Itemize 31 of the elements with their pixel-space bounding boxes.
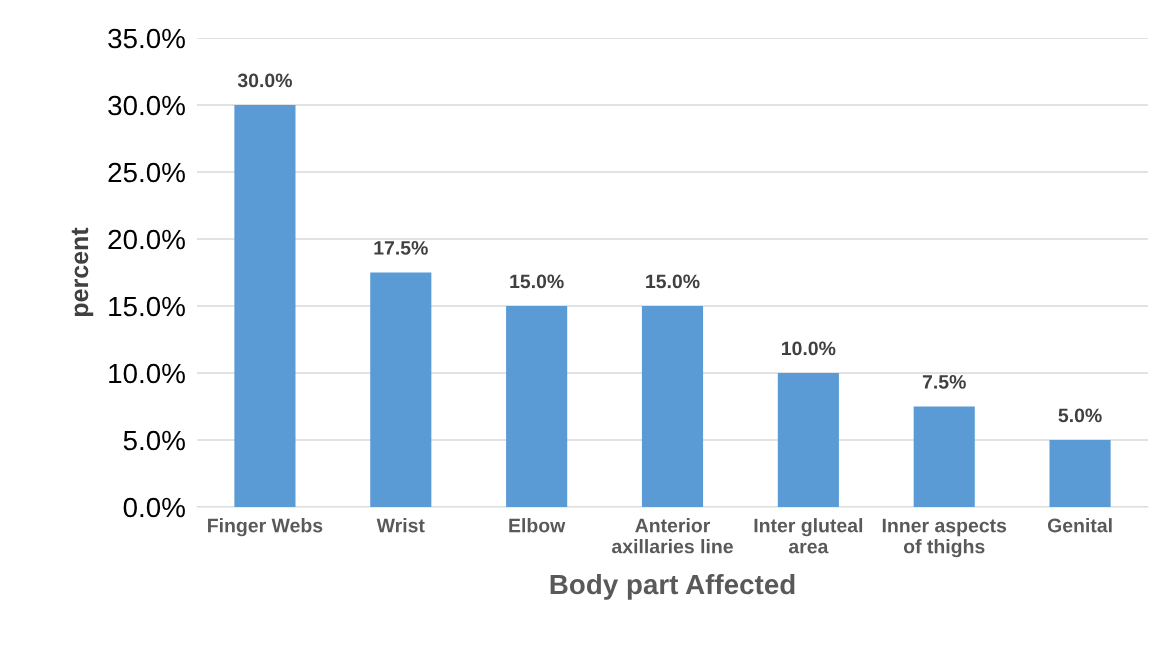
data-label: 7.5% (922, 375, 966, 389)
data-label: 15.0% (646, 274, 700, 289)
y-tick-label: 20.0% (108, 229, 185, 250)
y-tick-label: 25.0% (108, 162, 185, 183)
data-label: 15.0% (510, 274, 564, 289)
y-tick-label: 35.0% (108, 28, 185, 49)
bar (913, 406, 975, 507)
bar (777, 373, 839, 507)
y-tick-label: 0.0% (123, 497, 185, 518)
x-tick-label: Finger Webs (208, 518, 323, 537)
y-axis-title: percent (71, 227, 94, 316)
bar (370, 272, 432, 507)
x-axis-title: Body part Affected (550, 573, 795, 600)
data-label: 17.5% (374, 241, 428, 255)
x-tick-label: Genital (1047, 518, 1112, 533)
bar (641, 306, 704, 507)
x-tick-label: Inter gluteal area (754, 518, 863, 554)
data-label: 10.0% (782, 341, 836, 356)
data-label: 5.0% (1058, 408, 1102, 423)
y-tick-label: 15.0% (109, 296, 185, 317)
y-tick-label: 5.0% (123, 430, 185, 451)
data-label: 30.0% (237, 73, 292, 88)
bar (1049, 440, 1111, 507)
x-tick-label: Anterior axillaries line (612, 518, 733, 554)
x-tick-label: Inner aspects of thighs (882, 518, 1007, 558)
y-tick-label: 10.0% (109, 363, 185, 384)
y-tick-label: 30.0% (108, 95, 185, 116)
x-tick-label: Elbow (509, 518, 566, 533)
bar (506, 306, 568, 507)
bar (234, 105, 296, 507)
x-tick-label: Wrist (376, 518, 425, 533)
